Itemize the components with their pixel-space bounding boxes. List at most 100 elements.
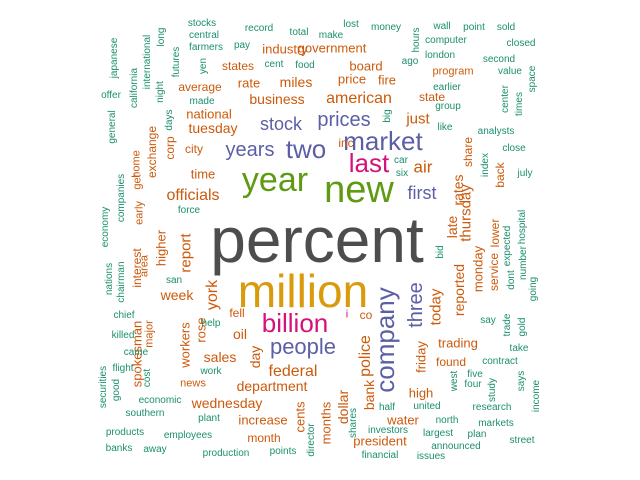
word-home: home [130,150,143,178]
word-dont: dont [506,270,517,290]
word-major: major [143,320,156,348]
word-president: president [353,433,407,449]
word-car: car [394,155,408,166]
word-business: business [249,91,305,107]
word-value: value [498,66,522,77]
word-increase: increase [238,412,288,428]
word-gold: gold [517,317,528,337]
word-high: high [408,385,434,401]
word-fire: fire [377,72,397,88]
word-today: today [427,288,445,326]
word-wednesday: wednesday [191,395,263,411]
word-industry: industry [262,41,308,57]
word-bid: bid [435,245,446,259]
word-work: work [200,366,222,377]
word-share: share [461,136,475,168]
word-early: early [133,201,146,225]
word-government: government [297,40,367,56]
word-good: good [111,378,122,402]
word-economy: economy [100,206,111,248]
word-away: away [143,444,167,455]
word-offer: offer [101,90,121,101]
word-help: help [201,318,221,329]
word-like: like [437,122,453,133]
word-half: half [378,402,396,413]
word-financial: financial [361,450,399,461]
word-stocks: stocks [187,18,217,29]
word-announced: announced [431,441,481,452]
word-index: index [480,153,491,177]
word-day: day [247,345,263,369]
word-times: times [514,92,525,116]
word-lost: lost [343,19,359,30]
word-month: month [247,431,281,445]
word-second: second [482,54,516,65]
word-prices: prices [317,109,371,131]
word-plan: plan [467,429,487,440]
word-i: i [345,308,349,321]
word-yen: yen [198,57,209,75]
word-analysts: analysts [477,126,515,137]
word-southern: southern [125,408,165,419]
word-department: department [236,378,308,394]
word-state: state [418,90,446,104]
word-points: points [269,446,297,457]
word-sold: sold [496,22,516,33]
word-income: income [531,379,542,413]
word-price: price [337,71,367,87]
word-largest: largest [422,428,454,439]
word-fell: fell [229,306,245,320]
word-closed: closed [506,38,536,49]
word-national: national [186,106,232,122]
word-news: news [180,377,206,390]
word-banks: banks [105,443,133,454]
word-four: four [464,379,482,390]
word-exchange: exchange [145,125,159,179]
word-california: california [129,67,140,109]
word-rates: rates [450,174,466,206]
word-london: london [424,50,456,61]
word-first: first [407,183,437,203]
word-says: says [516,370,527,392]
word-ago: ago [401,56,419,67]
word-bank: bank [361,379,377,411]
word-months: months [318,401,334,445]
word-monday: monday [470,245,486,293]
word-cent: cent [264,59,284,70]
word-take: take [509,343,529,354]
word-shares: shares [348,407,359,439]
word-board: board [349,58,383,74]
word-water: water [387,412,419,428]
word-report: report [177,233,195,273]
word-air: air [413,157,433,177]
word-force: force [177,205,201,216]
word-money: money [370,22,402,33]
word-billion: billion [261,308,329,338]
word-came: came [123,347,149,358]
word-week: week [160,287,194,303]
word-made: made [189,96,215,107]
word-united: united [413,401,441,412]
word-chairman: chairman [116,261,127,303]
word-nations: nations [104,262,115,296]
word-futures: futures [171,46,182,78]
word-director: director [306,423,317,457]
word-killed: killed [111,330,135,341]
word-cost: cost [142,368,153,388]
word-japanese: japanese [109,37,120,79]
word-stock: stock [259,114,303,134]
word-long: long [156,27,167,47]
word-record: record [244,23,274,34]
word-area: area [138,254,151,278]
word-number: number [518,246,529,280]
word-late: late [444,215,460,239]
word-service: service [487,252,501,292]
word-american: american [326,90,392,107]
word-last: last [348,148,390,178]
word-going: going [528,276,539,302]
word-make: make [318,30,344,41]
word-reported: reported [451,263,467,317]
word-friday: friday [413,341,429,373]
word-new: new [324,169,394,211]
